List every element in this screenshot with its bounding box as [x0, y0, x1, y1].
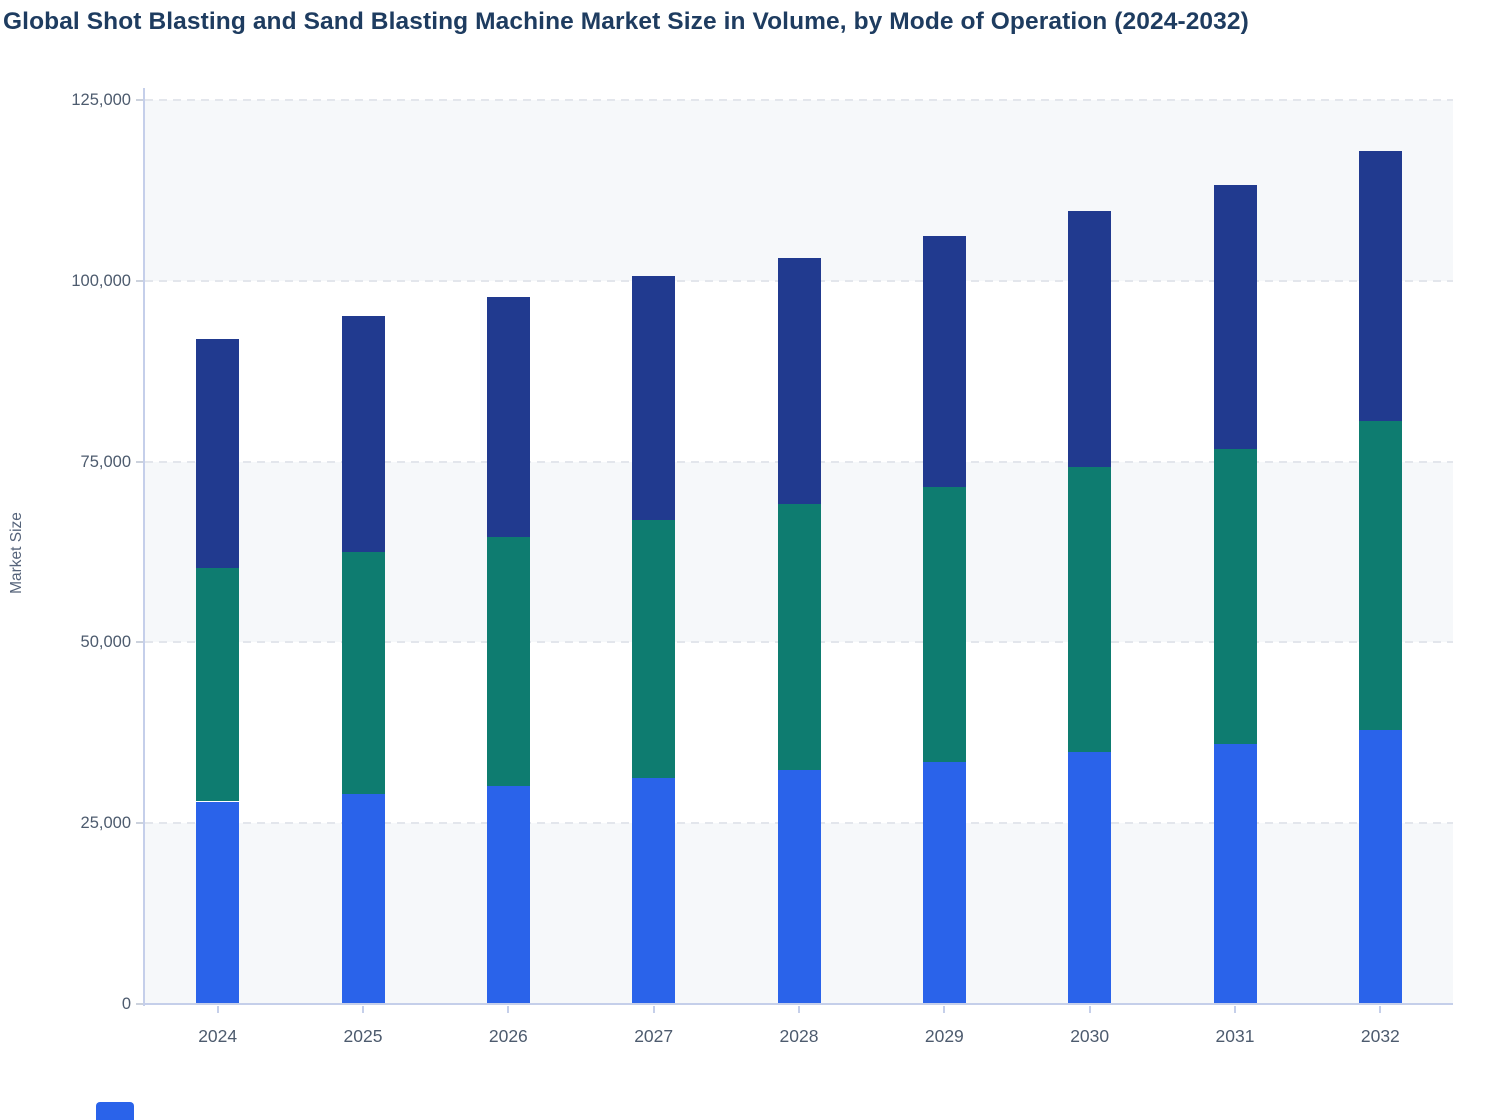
bar-segment-navy-top-segment-2027[interactable] [632, 276, 676, 521]
y-axis-tick-label: 125,000 [71, 91, 131, 109]
y-axis-tick-label: 75,000 [80, 452, 131, 471]
gridline [145, 99, 1453, 101]
bar-segment-teal-middle-segment-2024[interactable] [196, 567, 240, 802]
y-axis-tick [136, 1003, 145, 1005]
x-axis-label: 2026 [488, 1026, 528, 1046]
bar-segment-teal-middle-segment-2029[interactable] [922, 486, 966, 763]
bar-segment-blue-bottom-segment-2026[interactable] [486, 785, 530, 1004]
bar-segment-blue-bottom-segment-2029[interactable] [922, 762, 966, 1004]
bar-segment-navy-top-segment-2032[interactable] [1358, 150, 1402, 422]
bar-segment-teal-middle-segment-2026[interactable] [486, 536, 530, 786]
bar-segment-navy-top-segment-2024[interactable] [196, 338, 240, 568]
plot-band [145, 100, 1453, 281]
y-axis-tick [136, 460, 145, 463]
bar-segment-navy-top-segment-2031[interactable] [1213, 185, 1257, 450]
y-axis-tick [136, 822, 145, 825]
x-axis-tick [362, 1006, 364, 1013]
chart-title: Global Shot Blasting and Sand Blasting M… [3, 8, 1249, 35]
y-axis-tick [136, 279, 145, 282]
legend-swatch-partial-icon[interactable] [96, 1102, 134, 1120]
bar-segment-navy-top-segment-2030[interactable] [1068, 210, 1112, 468]
x-axis-label: 2029 [924, 1026, 964, 1046]
bar-segment-teal-middle-segment-2032[interactable] [1358, 421, 1402, 730]
x-axis-line [143, 1003, 1453, 1005]
bar-segment-navy-top-segment-2025[interactable] [341, 315, 385, 552]
bar-segment-navy-top-segment-2026[interactable] [486, 296, 530, 537]
y-axis-tick-label: 50,000 [80, 633, 131, 652]
x-axis-label: 2027 [634, 1026, 674, 1046]
bar-segment-teal-middle-segment-2030[interactable] [1068, 467, 1112, 752]
x-axis-label: 2032 [1360, 1026, 1400, 1046]
bar-segment-teal-middle-segment-2028[interactable] [777, 503, 821, 770]
x-axis-tick [1088, 1006, 1091, 1013]
x-axis-label: 2024 [198, 1026, 238, 1046]
x-axis-label: 2025 [343, 1026, 383, 1046]
x-axis-label: 2028 [779, 1026, 819, 1046]
bar-segment-blue-bottom-segment-2030[interactable] [1068, 751, 1112, 1004]
x-axis-tick [507, 1006, 510, 1013]
x-axis-tick [943, 1006, 946, 1013]
bar-segment-blue-bottom-segment-2025[interactable] [341, 793, 385, 1004]
y-axis-tick-label: 0 [121, 995, 131, 1013]
x-axis-tick [798, 1006, 800, 1013]
bar-segment-blue-bottom-segment-2027[interactable] [632, 777, 676, 1004]
bar-segment-blue-bottom-segment-2028[interactable] [777, 769, 821, 1004]
x-axis-label: 2030 [1070, 1026, 1110, 1046]
bar-segment-teal-middle-segment-2031[interactable] [1213, 449, 1257, 744]
x-axis-tick [216, 1006, 219, 1013]
x-axis-tick [652, 1006, 655, 1013]
bar-segment-teal-middle-segment-2027[interactable] [632, 520, 676, 778]
bar-segment-teal-middle-segment-2025[interactable] [341, 552, 385, 794]
y-axis-tick-label: 100,000 [71, 271, 131, 290]
y-axis-tick [136, 99, 145, 101]
y-axis-line [143, 88, 145, 1006]
x-axis-label: 2031 [1215, 1026, 1255, 1046]
y-axis-tick-label: 25,000 [80, 814, 131, 833]
x-axis-tick [1234, 1006, 1236, 1013]
bar-segment-blue-bottom-segment-2031[interactable] [1213, 743, 1257, 1004]
x-axis-tick [1379, 1006, 1382, 1013]
y-axis-tick [136, 641, 145, 644]
bar-segment-blue-bottom-segment-2032[interactable] [1358, 729, 1402, 1004]
bar-segment-navy-top-segment-2028[interactable] [777, 258, 821, 504]
bar-segment-blue-bottom-segment-2024[interactable] [196, 801, 240, 1004]
y-axis-title: Market Size [8, 512, 25, 594]
bar-segment-navy-top-segment-2029[interactable] [922, 235, 966, 487]
